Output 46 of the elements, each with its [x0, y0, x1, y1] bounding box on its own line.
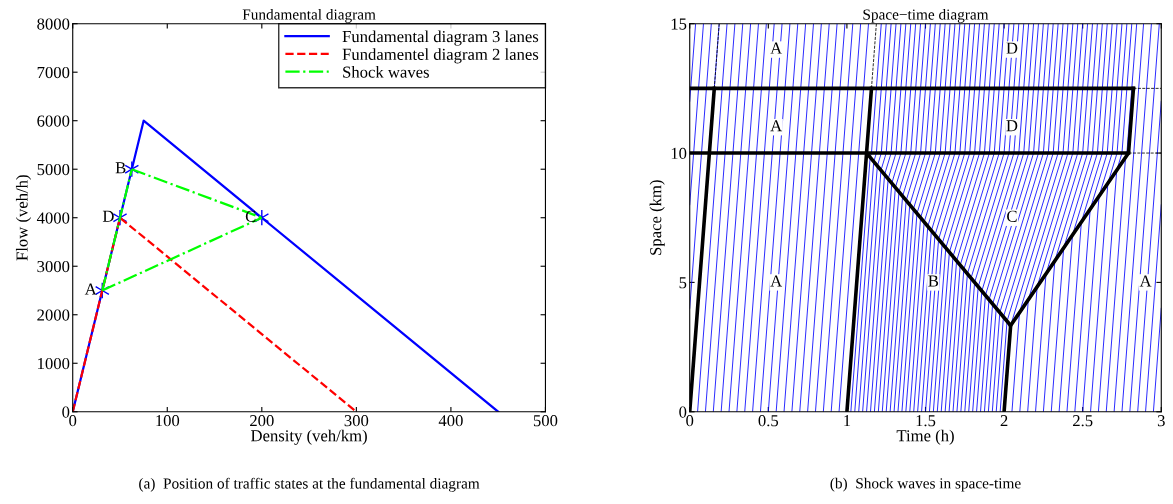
x-tick-label: 0.5 [758, 415, 779, 427]
x-tick-label: 2 [1000, 415, 1008, 427]
y-tick-label: 5 [679, 277, 687, 289]
annotation: A [84, 283, 97, 295]
x-axis-title: Time (h) [896, 429, 954, 445]
legend-label: Shock waves [343, 65, 429, 78]
y-axis-title: Flow (veh/h) [15, 175, 32, 261]
x-tick-label: 300 [344, 415, 369, 427]
chart-title: Fundamental diagram [242, 8, 376, 23]
chart-title: Space−time diagram [863, 8, 989, 23]
annotation: D [1006, 42, 1018, 54]
y-tick-label: 5000 [37, 163, 70, 176]
x-tick-label: 1 [844, 415, 851, 427]
y-tick-label: 4000 [36, 212, 70, 224]
y-tick-label: 10 [671, 147, 687, 159]
text: (b) Shock waves in space-time [830, 477, 1021, 492]
annotation: A [770, 42, 783, 54]
text: (a) Position of traffic states at the fundamental diagram [139, 477, 480, 492]
y-tick-label: 3000 [37, 260, 70, 273]
y-tick-label: 6000 [37, 115, 70, 127]
x-axis-title: Density (veh/km) [251, 429, 367, 445]
y-tick-label: 0 [679, 406, 687, 418]
annotation: B [928, 275, 939, 287]
y-tick-label: 7000 [37, 66, 70, 79]
x-tick-label: 400 [438, 415, 463, 427]
x-tick-label: 3 [1157, 415, 1165, 427]
annotation: B [115, 162, 126, 174]
y-tick-label: 1000 [38, 357, 70, 370]
x-tick-label: 100 [156, 415, 180, 427]
annotation: D [102, 210, 114, 222]
legend-label: Fundamental diagram 3 lanes [342, 30, 539, 46]
annotation: D [1006, 120, 1018, 132]
x-tick-label: 2.5 [1072, 415, 1093, 427]
annotation: A [770, 275, 783, 287]
annotation: A [1139, 275, 1152, 287]
annotation: C [1007, 210, 1017, 222]
y-axis-title: Space (km) [649, 180, 665, 255]
y-tick-label: 8000 [37, 18, 70, 30]
y-tick-label: 0 [62, 406, 70, 418]
x-tick-label: 200 [250, 415, 274, 427]
y-tick-label: 15 [671, 18, 687, 30]
x-tick-label: 1.5 [916, 415, 936, 427]
y-tick-label: 2000 [37, 309, 70, 321]
x-tick-label: 500 [533, 415, 558, 427]
legend-label: Fundamentel diagram 2 lanes [342, 48, 539, 64]
annotation: A [770, 120, 783, 132]
